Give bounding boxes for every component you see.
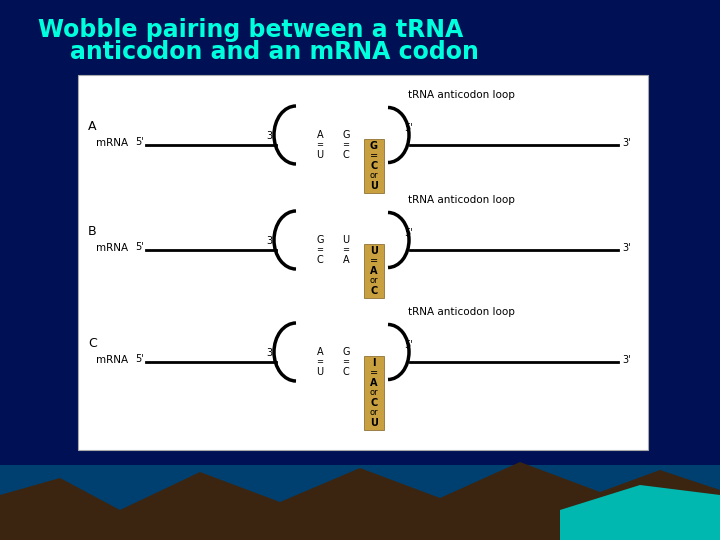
Text: C: C: [88, 337, 96, 350]
Text: =: =: [343, 246, 349, 254]
Text: C: C: [317, 255, 323, 265]
Text: =: =: [317, 246, 323, 254]
Polygon shape: [0, 465, 720, 540]
Text: anticodon and an mRNA codon: anticodon and an mRNA codon: [70, 40, 479, 64]
Text: C: C: [370, 286, 377, 296]
Text: U: U: [316, 367, 323, 377]
Text: U: U: [370, 181, 378, 191]
Text: C: C: [370, 161, 377, 171]
Text: U: U: [343, 235, 350, 245]
Text: G: G: [316, 235, 324, 245]
Bar: [364, 356, 384, 430]
Text: 3': 3': [266, 236, 275, 246]
Text: B: B: [88, 225, 96, 238]
Text: or: or: [369, 276, 378, 285]
Text: U: U: [370, 418, 378, 428]
Text: I: I: [372, 358, 376, 368]
Text: G: G: [370, 141, 378, 151]
Text: 5': 5': [135, 354, 144, 364]
Text: =: =: [317, 357, 323, 367]
Bar: [364, 139, 384, 193]
Text: 3': 3': [622, 138, 631, 148]
Text: =: =: [317, 140, 323, 150]
Text: A: A: [317, 347, 323, 357]
Text: tRNA anticodon loop: tRNA anticodon loop: [408, 90, 515, 100]
Text: mRNA: mRNA: [96, 355, 128, 365]
Text: or: or: [369, 171, 378, 180]
Text: or: or: [369, 408, 378, 417]
Text: =: =: [370, 368, 378, 378]
Text: U: U: [370, 246, 378, 256]
Text: G: G: [342, 130, 350, 140]
Text: 3': 3': [266, 131, 275, 141]
Text: 5': 5': [404, 123, 413, 133]
Text: =: =: [370, 151, 378, 161]
Text: mRNA: mRNA: [96, 243, 128, 253]
Text: A: A: [317, 130, 323, 140]
Polygon shape: [0, 462, 720, 540]
Text: A: A: [343, 255, 349, 265]
Text: =: =: [343, 140, 349, 150]
Text: or: or: [369, 388, 378, 397]
Text: A: A: [370, 266, 378, 276]
Text: A: A: [370, 378, 378, 388]
Text: G: G: [342, 347, 350, 357]
Text: 5': 5': [404, 228, 413, 238]
Text: tRNA anticodon loop: tRNA anticodon loop: [408, 307, 515, 317]
Text: 5': 5': [404, 340, 413, 350]
Text: Wobble pairing between a tRNA: Wobble pairing between a tRNA: [38, 18, 463, 42]
Text: mRNA: mRNA: [96, 138, 128, 148]
Bar: [364, 244, 384, 298]
Text: A: A: [88, 120, 96, 133]
Text: 5': 5': [135, 242, 144, 252]
Text: 3': 3': [266, 348, 275, 358]
Text: U: U: [316, 150, 323, 160]
Text: tRNA anticodon loop: tRNA anticodon loop: [408, 195, 515, 205]
Text: C: C: [370, 398, 377, 408]
Text: 5': 5': [135, 137, 144, 147]
Text: 3': 3': [622, 355, 631, 365]
Text: =: =: [370, 256, 378, 266]
Text: C: C: [343, 150, 349, 160]
Text: 3': 3': [622, 243, 631, 253]
Text: =: =: [343, 357, 349, 367]
Polygon shape: [560, 485, 720, 540]
Bar: [78, 75, 648, 450]
Text: C: C: [343, 367, 349, 377]
